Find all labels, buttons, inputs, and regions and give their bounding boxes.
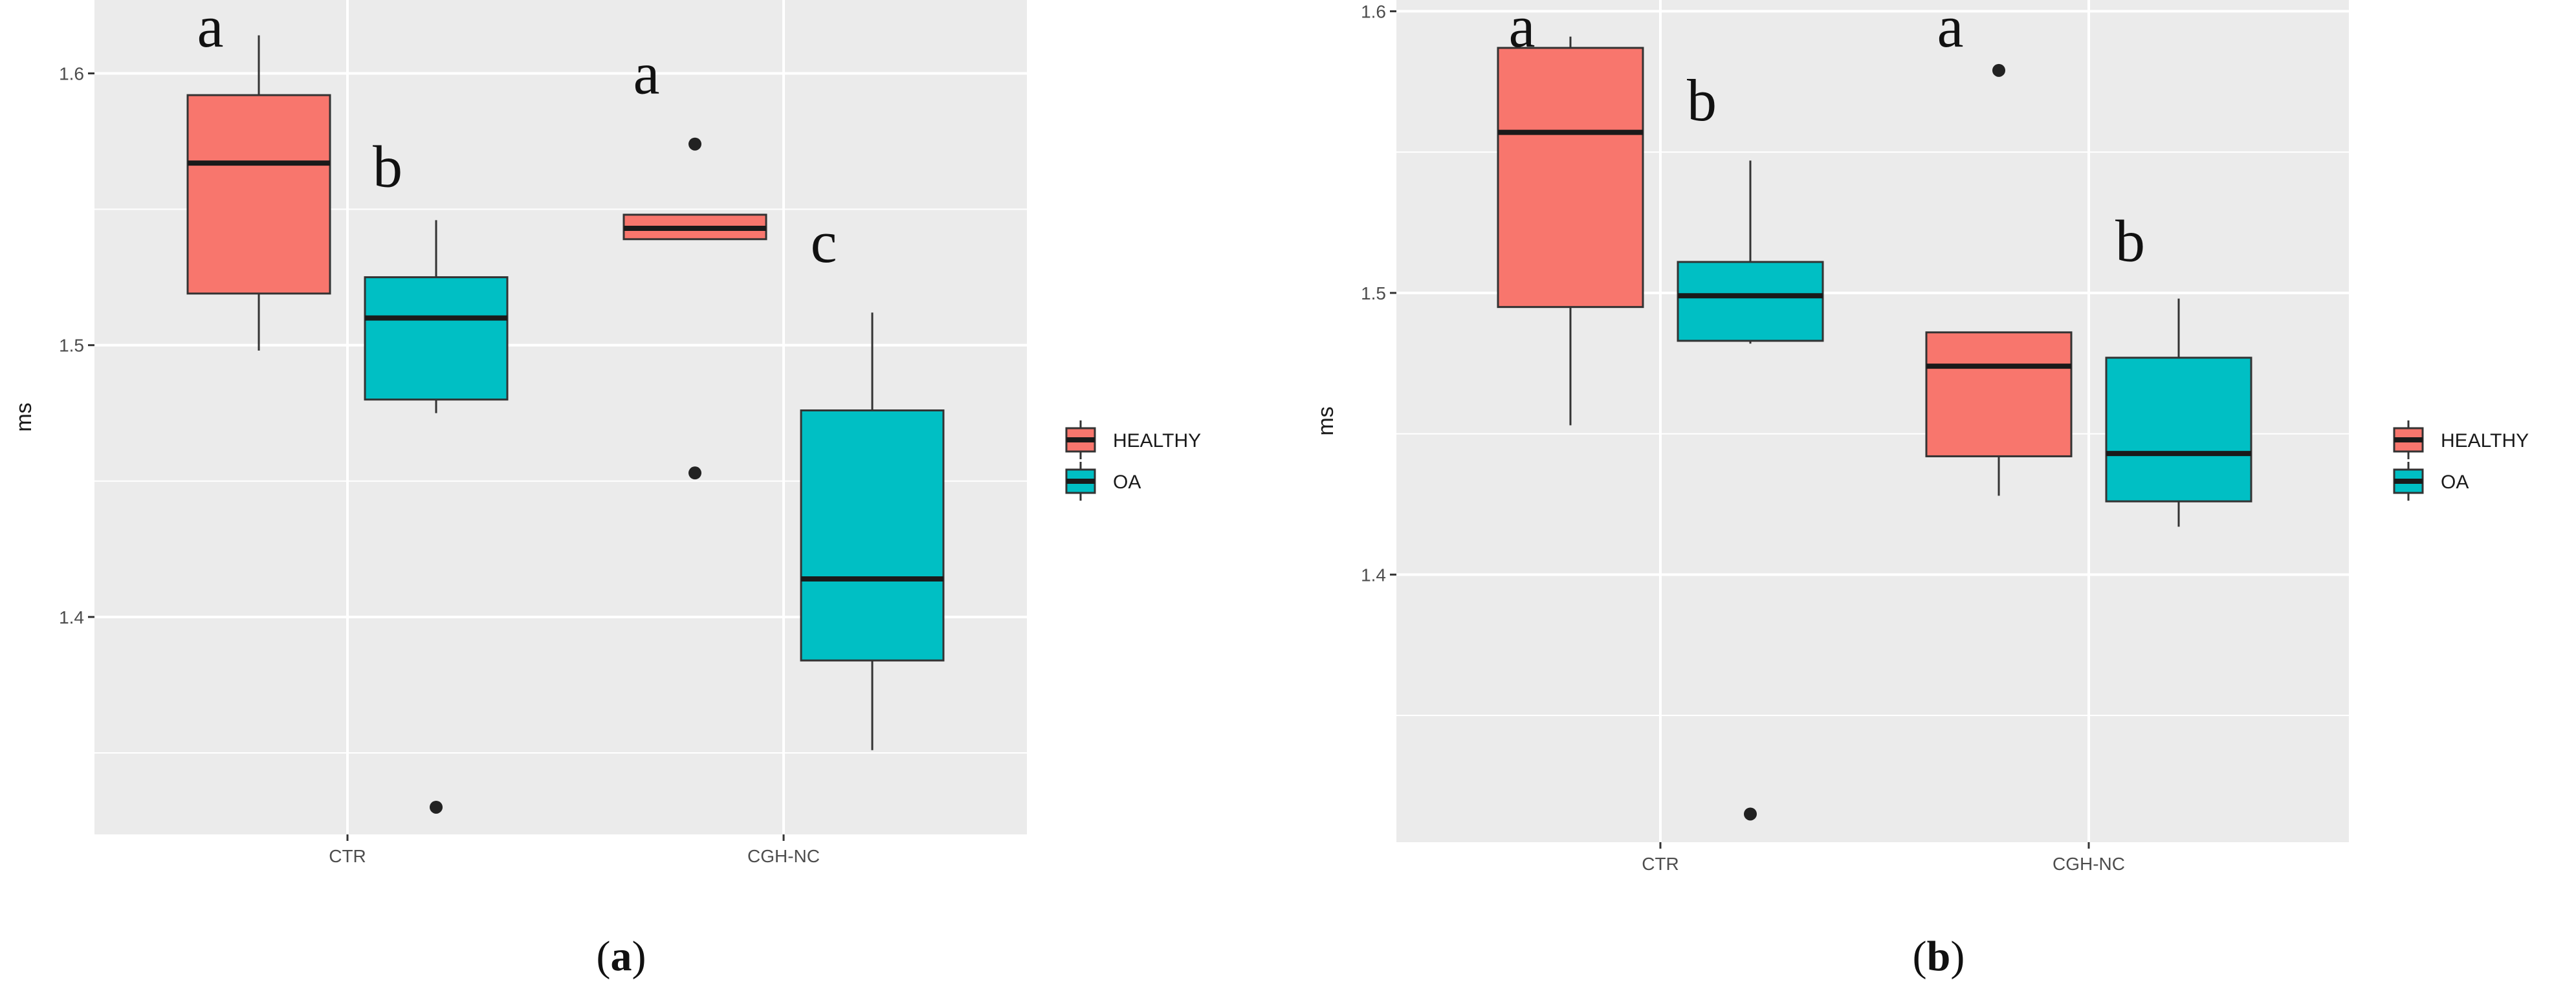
significance-letter: c: [811, 209, 837, 275]
significance-letter: a: [1509, 0, 1536, 60]
caption-letter: a: [611, 933, 632, 980]
outlier-point: [688, 466, 701, 480]
caption-close-paren: ): [632, 933, 646, 980]
y-tick-label: 1.5: [59, 336, 84, 356]
box-CGH-NC-HEALTHY: a: [622, 41, 767, 480]
significance-letter: a: [197, 0, 224, 60]
iqr-box: [800, 409, 945, 662]
significance-letter: b: [2115, 208, 2145, 274]
panel-caption: (a): [597, 933, 646, 980]
legend: HEALTHY OA: [2393, 420, 2529, 501]
iqr-box: [1677, 261, 1824, 342]
box-CGH-NC-HEALTHY: a: [1925, 0, 2073, 496]
significance-letter: b: [1687, 67, 1717, 133]
y-tick-label: 1.4: [59, 607, 84, 627]
y-tick-label: 1.6: [59, 63, 84, 83]
outlier-point: [688, 137, 701, 151]
x-tick-label: CTR: [1642, 854, 1679, 874]
iqr-box: [2105, 356, 2252, 503]
outlier-point: [1992, 63, 2005, 77]
outlier-point: [1744, 807, 1757, 821]
panel-caption: (b): [1913, 933, 1965, 980]
caption-letter: b: [1927, 933, 1951, 980]
box-CTR-OA: b: [364, 133, 509, 814]
iqr-box: [186, 94, 331, 295]
box-CGH-NC-OA: b: [2105, 208, 2252, 527]
x-tick-label: CGH-NC: [747, 846, 820, 866]
legend-label: OA: [2441, 472, 2469, 493]
iqr-box: [1497, 47, 1644, 309]
significance-letter: b: [373, 133, 402, 199]
legend: HEALTHY OA: [1065, 420, 1201, 501]
outlier-point: [430, 800, 443, 814]
y-axis-title: ms: [12, 402, 36, 431]
box-CGH-NC-OA: c: [800, 209, 945, 750]
x-tick-label: CGH-NC: [2053, 854, 2125, 874]
box-CTR-HEALTHY: a: [1497, 0, 1644, 426]
y-tick-label: 1.6: [1361, 1, 1386, 21]
legend-label: HEALTHY: [2441, 430, 2529, 451]
y-tick-label: 1.4: [1361, 565, 1386, 585]
x-tick-label: CTR: [329, 846, 366, 866]
box-CTR-OA: b: [1677, 67, 1824, 821]
iqr-box: [1925, 331, 2073, 457]
iqr-box: [364, 276, 509, 401]
significance-letter: a: [633, 41, 660, 107]
legend-label: OA: [1113, 472, 1141, 493]
caption-open-paren: (: [1913, 933, 1927, 980]
y-tick-label: 1.5: [1361, 283, 1386, 303]
box-CTR-HEALTHY: a: [186, 0, 331, 351]
caption-open-paren: (: [597, 933, 611, 980]
significance-letter: a: [1937, 0, 1964, 60]
y-axis-title: ms: [1314, 406, 1338, 435]
caption-close-paren: ): [1950, 933, 1965, 980]
legend-label: HEALTHY: [1113, 430, 1201, 451]
